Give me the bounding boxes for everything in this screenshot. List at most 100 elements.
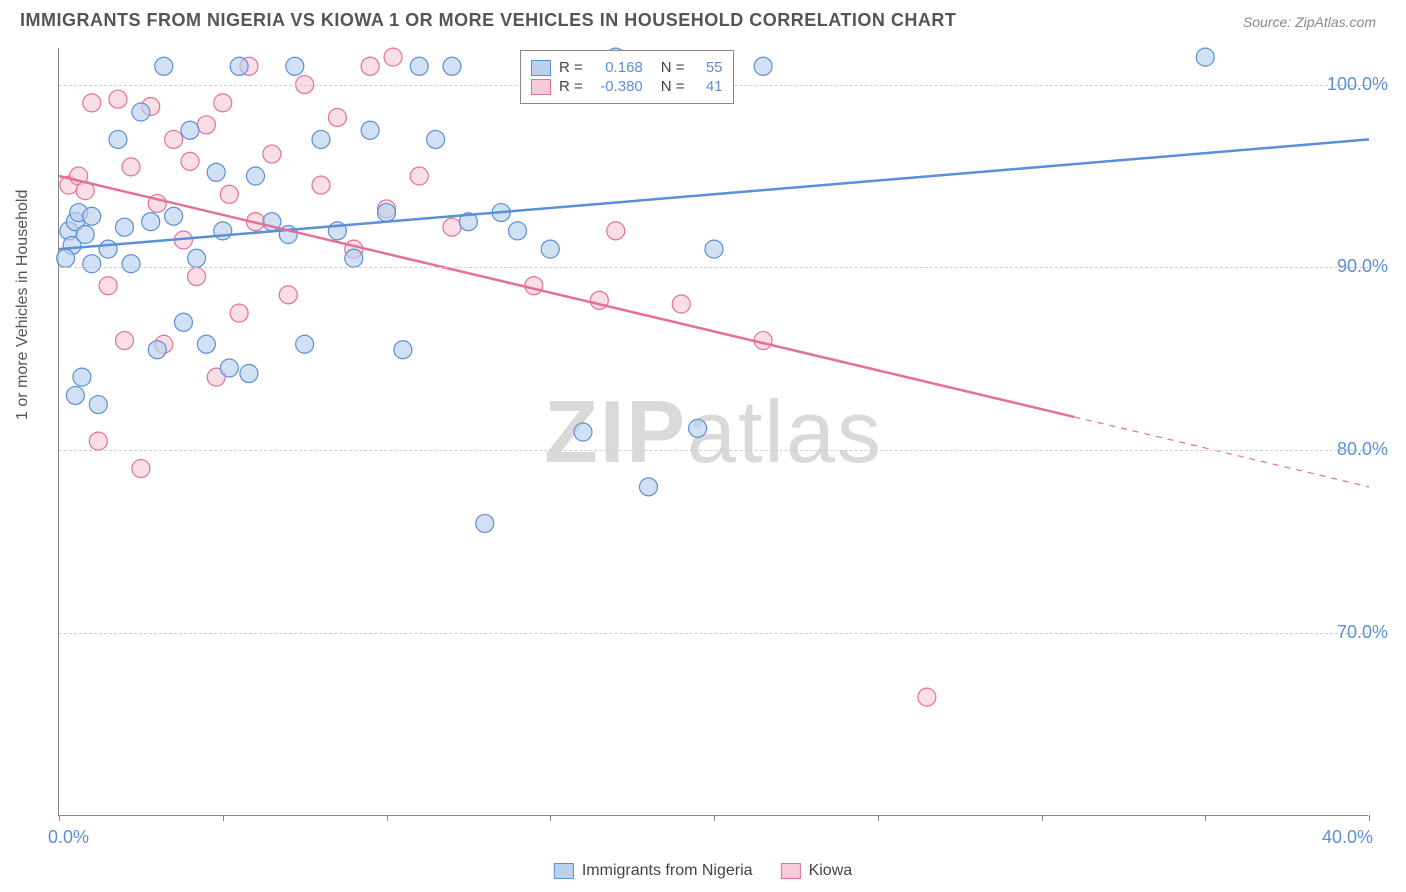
- legend-swatch: [531, 60, 551, 76]
- data-point: [378, 204, 396, 222]
- legend-r-value: -0.380: [591, 78, 643, 95]
- data-point: [574, 423, 592, 441]
- legend-stat-row: R = -0.380 N = 41: [531, 78, 723, 95]
- legend-stat-row: R = 0.168 N = 55: [531, 59, 723, 76]
- legend-r-label: R =: [559, 59, 583, 76]
- data-point: [427, 130, 445, 148]
- data-point: [83, 255, 101, 273]
- source-label: Source: ZipAtlas.com: [1243, 14, 1376, 30]
- legend-r-value: 0.168: [591, 59, 643, 76]
- data-point: [142, 213, 160, 231]
- data-point: [230, 57, 248, 75]
- data-point: [99, 277, 117, 295]
- legend-swatch: [554, 863, 574, 879]
- x-tick: [878, 815, 879, 821]
- data-point: [214, 94, 232, 112]
- data-point: [57, 249, 75, 267]
- data-point: [165, 130, 183, 148]
- data-point: [410, 167, 428, 185]
- data-point: [705, 240, 723, 258]
- data-point: [328, 108, 346, 126]
- data-point: [286, 57, 304, 75]
- legend-n-label: N =: [661, 59, 685, 76]
- data-point: [220, 185, 238, 203]
- data-point: [918, 688, 936, 706]
- y-tick-label: 100.0%: [1327, 74, 1388, 95]
- data-point: [122, 158, 140, 176]
- legend-n-label: N =: [661, 78, 685, 95]
- data-point: [476, 514, 494, 532]
- data-point: [207, 163, 225, 181]
- data-point: [165, 207, 183, 225]
- data-point: [116, 218, 134, 236]
- data-point: [109, 90, 127, 108]
- data-point: [220, 359, 238, 377]
- gridline: [59, 267, 1368, 268]
- legend-swatch: [781, 863, 801, 879]
- x-tick-label: 0.0%: [48, 827, 89, 848]
- data-point: [525, 277, 543, 295]
- data-point: [312, 130, 330, 148]
- x-tick: [59, 815, 60, 821]
- x-tick: [550, 815, 551, 821]
- data-point: [263, 145, 281, 163]
- data-point: [541, 240, 559, 258]
- legend-series: Immigrants from Nigeria Kiowa: [554, 862, 852, 880]
- plot-area: ZIPatlas: [58, 48, 1368, 816]
- data-point: [116, 332, 134, 350]
- data-point: [1196, 48, 1214, 66]
- data-point: [247, 167, 265, 185]
- legend-item: Kiowa: [781, 862, 853, 880]
- y-tick-label: 80.0%: [1337, 439, 1388, 460]
- legend-n-value: 41: [693, 78, 723, 95]
- data-point: [76, 226, 94, 244]
- chart-title: IMMIGRANTS FROM NIGERIA VS KIOWA 1 OR MO…: [20, 10, 956, 31]
- legend-series-name: Immigrants from Nigeria: [582, 862, 753, 880]
- x-tick-label: 40.0%: [1322, 827, 1373, 848]
- y-tick-label: 90.0%: [1337, 256, 1388, 277]
- data-point: [109, 130, 127, 148]
- data-point: [279, 286, 297, 304]
- data-point: [89, 396, 107, 414]
- legend-r-label: R =: [559, 78, 583, 95]
- data-point: [174, 313, 192, 331]
- data-point: [384, 48, 402, 66]
- data-point: [99, 240, 117, 258]
- data-point: [197, 116, 215, 134]
- trend-line-dashed: [1074, 417, 1369, 487]
- legend-item: Immigrants from Nigeria: [554, 862, 753, 880]
- data-point: [83, 207, 101, 225]
- data-point: [754, 57, 772, 75]
- data-point: [509, 222, 527, 240]
- x-tick: [1369, 815, 1370, 821]
- data-point: [345, 249, 363, 267]
- x-tick: [1042, 815, 1043, 821]
- data-point: [122, 255, 140, 273]
- x-tick: [387, 815, 388, 821]
- data-point: [83, 94, 101, 112]
- data-point: [361, 121, 379, 139]
- data-point: [640, 478, 658, 496]
- x-tick: [223, 815, 224, 821]
- y-tick-label: 70.0%: [1337, 622, 1388, 643]
- data-point: [312, 176, 330, 194]
- data-point: [689, 419, 707, 437]
- legend-series-name: Kiowa: [809, 862, 853, 880]
- data-point: [230, 304, 248, 322]
- data-point: [181, 121, 199, 139]
- legend-n-value: 55: [693, 59, 723, 76]
- data-point: [672, 295, 690, 313]
- data-point: [66, 386, 84, 404]
- data-point: [73, 368, 91, 386]
- legend-swatch: [531, 79, 551, 95]
- data-point: [197, 335, 215, 353]
- x-tick: [1205, 815, 1206, 821]
- gridline: [59, 450, 1368, 451]
- data-point: [443, 57, 461, 75]
- data-point: [155, 57, 173, 75]
- data-point: [181, 152, 199, 170]
- data-point: [132, 460, 150, 478]
- data-point: [89, 432, 107, 450]
- data-point: [443, 218, 461, 236]
- data-point: [607, 222, 625, 240]
